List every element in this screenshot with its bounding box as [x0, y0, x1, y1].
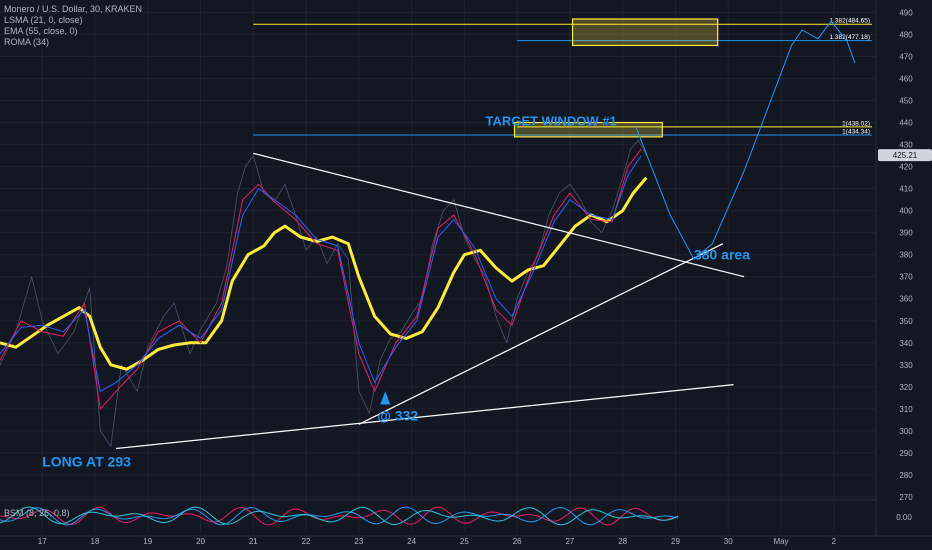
x-tick-label: 20: [196, 537, 205, 546]
y-tick-label: 450: [899, 97, 913, 106]
legend: Monero / U.S. Dollar, 30, KRAKEN LSMA (2…: [4, 4, 142, 48]
y-tick-label: 320: [899, 383, 913, 392]
series-line-lsma: [0, 148, 642, 410]
legend-roma[interactable]: ROMA (34): [4, 37, 50, 47]
up-arrow-icon: [380, 391, 391, 405]
x-tick-label: 18: [91, 537, 100, 546]
annotation-label: LONG AT 293: [42, 454, 131, 470]
axes: 490 480 470 460 450 440 430 420 410 400 390 380 370 3…: [38, 8, 932, 546]
x-tick-label: 17: [38, 537, 47, 546]
series-line-price: [0, 139, 647, 447]
legend-symbol[interactable]: Monero / U.S. Dollar, 30, KRAKEN: [4, 4, 143, 14]
y-tick-label: 420: [899, 163, 913, 172]
y-tick-label: 340: [899, 339, 913, 348]
grid: [0, 0, 932, 537]
series-layer: [0, 139, 648, 447]
x-tick-label: 22: [302, 537, 311, 546]
y-tick-label: 300: [899, 427, 913, 436]
x-tick-label: 25: [460, 537, 469, 546]
drawings-layer[interactable]: 1.382(484.65) 1.382(477.18) 1(438.02) 1(434…: [116, 18, 872, 450]
x-tick-label: 23: [354, 537, 363, 546]
annotation-label: @ 332: [377, 407, 418, 423]
legend-ema[interactable]: EMA (55, close, 0): [4, 26, 78, 36]
y-tick-label: 400: [899, 207, 913, 216]
y-tick-label: 440: [899, 119, 913, 128]
legend-lsma[interactable]: LSMA (21, 0, close): [4, 15, 83, 25]
x-tick-label: 2: [832, 537, 837, 546]
fib-level-label: 1.382(477.18): [830, 34, 870, 41]
ascending-trendline[interactable]: [358, 243, 724, 425]
target-window-2-box[interactable]: [571, 18, 719, 47]
oscillator-line: [0, 506, 679, 526]
y-tick-label: 480: [899, 30, 913, 39]
y-tick-label: 470: [899, 52, 913, 61]
y-tick-label: 310: [899, 405, 913, 414]
fib-level-label: 1(434.34): [842, 129, 870, 136]
x-tick-label: May: [773, 537, 788, 546]
target-window-1-box[interactable]: [513, 121, 663, 138]
y-tick-label: 430: [899, 141, 913, 150]
y-tick-label: 270: [899, 493, 913, 502]
x-tick-label: 30: [724, 537, 733, 546]
y-tick-label: 360: [899, 295, 913, 304]
x-tick-label: 28: [618, 537, 627, 546]
y-tick-label: 410: [899, 185, 913, 194]
annotation-label: 380 area: [694, 247, 750, 263]
x-tick-label: 27: [565, 537, 574, 546]
last-price-badge: [878, 149, 932, 162]
x-tick-label: 19: [143, 537, 152, 546]
x-tick-label: 29: [671, 537, 680, 546]
y-tick-label: 290: [899, 449, 913, 458]
y-tick-label: 390: [899, 229, 913, 238]
descending-trendline[interactable]: [253, 152, 745, 278]
support-trendline[interactable]: [116, 384, 734, 450]
annotation-label: TARGET WINDOW #1: [485, 113, 616, 128]
x-tick-label: 21: [249, 537, 258, 546]
x-tick-label: 26: [513, 537, 522, 546]
y-tick-label: 280: [899, 471, 913, 480]
fib-level-label: 1(438.02): [842, 120, 870, 127]
y-tick-label: 460: [899, 74, 913, 83]
projection-path[interactable]: [635, 20, 856, 260]
oscillator-tick-label: 0.00: [896, 513, 912, 522]
y-tick-label: 370: [899, 273, 913, 282]
series-line-ema: [0, 176, 648, 371]
last-price-label: 425.21: [893, 151, 918, 160]
annotations-layer: LONG AT 293 @ 332 380 area TARGET WINDOW #1: [42, 113, 750, 469]
x-tick-label: 24: [407, 537, 416, 546]
bsm-oscillator-pane: [0, 506, 679, 526]
series-line-roma: [0, 155, 642, 392]
y-tick-label: 490: [899, 8, 913, 17]
y-tick-label: 330: [899, 361, 913, 370]
y-tick-label: 350: [899, 317, 913, 326]
fib-level-label: 1.382(484.65): [830, 18, 870, 25]
y-tick-label: 380: [899, 251, 913, 260]
legend-bsm[interactable]: BSM (8, 26, 0.8): [4, 508, 70, 518]
